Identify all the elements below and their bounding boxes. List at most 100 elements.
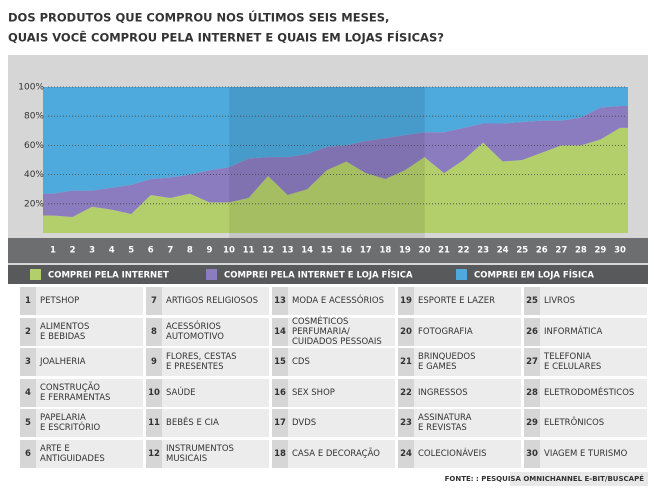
product-number: 30 — [524, 439, 540, 468]
product-cell: 26 INFORMÁTICA — [524, 317, 647, 346]
x-tick-label: 18 — [379, 246, 391, 256]
product-number: 27 — [524, 348, 540, 376]
x-tick-label: 6 — [148, 246, 154, 256]
x-tick-label: 12 — [262, 246, 274, 256]
x-tick-label: 27 — [555, 246, 567, 256]
x-tick-label: 24 — [497, 246, 509, 256]
x-tick-label: 4 — [109, 246, 115, 256]
x-tick-label: 16 — [340, 246, 352, 256]
y-tick-label: 100% — [18, 83, 44, 93]
product-name: LIVROS — [544, 296, 576, 306]
x-tick-label: 2 — [70, 246, 76, 256]
source: FONTE: : PESQUISA OMNICHANNEL E-BIT/BUSC… — [445, 474, 645, 483]
x-tick-label: 13 — [282, 246, 294, 256]
product-name: FOTOGRAFIA — [418, 326, 473, 337]
product-number: 17 — [272, 409, 288, 437]
product-name: ELETRÔNICOS — [544, 418, 605, 428]
product-cell: 10 SAÚDE — [146, 378, 269, 407]
product-number: 25 — [524, 287, 540, 315]
product-cell: 8 ACESSÓRIOS AUTOMOTIVO — [146, 317, 269, 346]
x-tick-label: 3 — [89, 246, 95, 256]
x-tick-label: 26 — [536, 246, 548, 256]
product-number: 20 — [398, 317, 414, 346]
product-number: 24 — [398, 439, 414, 468]
product-number: 12 — [146, 439, 162, 468]
product-name: TELEFONIA E CELULARES — [544, 352, 602, 372]
product-cell: 24 COLECIONÁVEIS — [398, 439, 521, 468]
product-cell: 16 SEX SHOP — [272, 378, 395, 407]
product-name: BRINQUEDOS E GAMES — [418, 352, 476, 372]
chart-title: QUAIS VOCÊ COMPROU PELA INTERNET E QUAIS… — [8, 30, 444, 45]
product-name: SAÚDE — [166, 387, 196, 398]
product-cell: 4 CONSTRUÇÃO E FERRAMENTAS — [20, 378, 143, 407]
product-name: MODA E ACESSÓRIOS — [292, 296, 384, 306]
y-tick-label: 80% — [24, 112, 44, 122]
product-cell: 11 BEBÊS E CIA — [146, 409, 269, 437]
product-cell: 19 ESPORTE E LAZER — [398, 287, 521, 315]
x-tick-label: 8 — [187, 246, 193, 256]
product-number: 2 — [20, 317, 36, 346]
legend-label: COMPREI PELA INTERNET — [48, 271, 169, 281]
product-cell: 5 PAPELARIA E ESCRITÓRIO — [20, 409, 143, 437]
product-cell: 18 CASA E DECORAÇÃO — [272, 439, 395, 468]
product-cell: 21 BRINQUEDOS E GAMES — [398, 348, 521, 376]
x-tick-label: 30 — [614, 246, 626, 256]
area — [53, 87, 620, 194]
legend-label: COMPREI PELA INTERNET E LOJA FÍSICA — [224, 269, 413, 281]
product-cell: 27 TELEFONIA E CELULARES — [524, 348, 647, 376]
product-number: 7 — [146, 287, 162, 315]
product-cell: 20 FOTOGRAFIA — [398, 317, 521, 346]
product-number: 15 — [272, 348, 288, 376]
source-box — [510, 472, 648, 486]
product-cell: 14 COSMÉTICOS PERFUMARIA/ CUIDADOS PESSOA… — [272, 316, 395, 347]
area — [53, 105, 620, 217]
product-number: 3 — [20, 348, 36, 376]
product-name: JOALHERIA — [40, 357, 86, 367]
x-tick-label: 22 — [458, 246, 470, 256]
product-number: 5 — [20, 409, 36, 437]
x-tick-label: 5 — [128, 246, 134, 256]
x-tick-label: 7 — [167, 246, 173, 256]
product-number: 23 — [398, 409, 414, 437]
product-cell: 9 FLORES, CESTAS E PRESENTES — [146, 348, 269, 376]
legend-band — [8, 265, 648, 284]
x-tick-label: 28 — [575, 246, 587, 256]
product-number: 4 — [20, 378, 36, 407]
product-cell: 17 DVDS — [272, 409, 395, 437]
legend-swatch — [456, 269, 467, 280]
product-name: ALIMENTOS E BEBIDAS — [40, 321, 90, 342]
product-number: 14 — [272, 317, 288, 346]
product-name: ESPORTE E LAZER — [418, 296, 496, 306]
product-name: INFORMÁTICA — [544, 326, 603, 337]
product-name: CONSTRUÇÃO E FERRAMENTAS — [40, 382, 111, 403]
product-cell: 12 INSTRUMENTOS MUSICAIS — [146, 439, 269, 468]
product-cell: 28 ELETRODOMÉSTICOS — [524, 378, 647, 407]
product-name: BEBÊS E CIA — [166, 418, 219, 428]
product-number: 1 — [20, 287, 36, 315]
product-number: 22 — [398, 378, 414, 407]
product-name: ACESSÓRIOS AUTOMOTIVO — [166, 321, 224, 342]
legend-swatch — [206, 269, 217, 280]
shade — [229, 87, 425, 238]
product-number: 13 — [272, 287, 288, 315]
product-name: ELETRODOMÉSTICOS — [544, 387, 635, 398]
x-tick-label: 10 — [223, 246, 235, 256]
product-name: COSMÉTICOS PERFUMARIA/ CUIDADOS PESSOAIS — [292, 316, 382, 347]
product-table: 1 PETSHOP 2 ALIMENTOS E BEBIDAS 3 JOALHERIA 4 C… — [20, 287, 647, 470]
product-cell: 30 VIAGEM E TURISMO — [524, 439, 647, 468]
product-cell: 6 ARTE E ANTIGUIDADES — [20, 439, 143, 468]
product-cell: 1 PETSHOP — [20, 287, 143, 315]
product-cell: 3 JOALHERIA — [20, 348, 143, 376]
product-number: 9 — [146, 348, 162, 376]
x-tick-label: 11 — [243, 246, 255, 256]
x-tick-label: 21 — [438, 246, 450, 256]
product-name: ASSINATURA E REVISTAS — [418, 413, 472, 433]
x-tick-label: 25 — [516, 246, 528, 256]
x-tick-label: 23 — [477, 246, 489, 256]
product-number: 10 — [146, 378, 162, 407]
product-name: COLECIONÁVEIS — [418, 448, 487, 459]
product-name: PETSHOP — [40, 296, 80, 306]
legend-label: COMPREI EM LOJA FÍSICA — [474, 269, 594, 281]
product-cell: 29 ELETRÔNICOS — [524, 409, 647, 437]
product-number: 21 — [398, 348, 414, 376]
